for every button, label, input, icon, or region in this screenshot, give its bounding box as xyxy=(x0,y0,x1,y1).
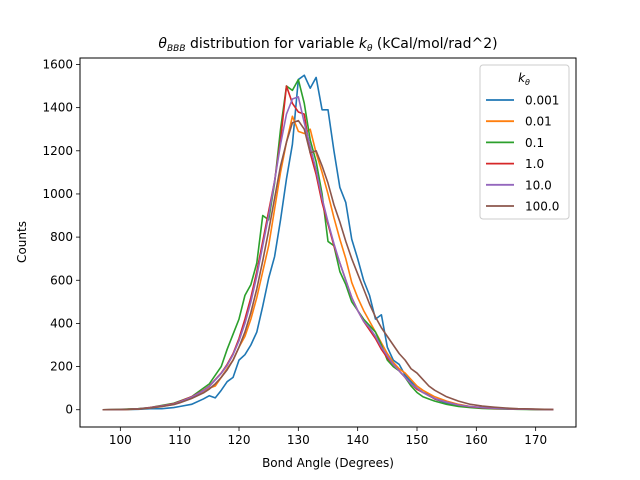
y-axis-label: Counts xyxy=(15,221,29,263)
x-tick-label: 110 xyxy=(168,433,191,447)
y-tick-label: 400 xyxy=(50,316,73,330)
legend-label: 0.001 xyxy=(525,94,559,108)
series-line-2 xyxy=(102,78,554,411)
series-line-4 xyxy=(102,96,554,411)
y-tick-label: 200 xyxy=(50,360,73,374)
y-axis: 0 200 400 600 800 1000 1200 1400 1600 xyxy=(42,57,80,417)
chart-title: θBBB distribution for variable kθ (kCal/… xyxy=(158,36,497,54)
y-tick-label: 800 xyxy=(50,230,73,244)
x-tick-label: 130 xyxy=(287,433,310,447)
x-tick-label: 120 xyxy=(228,433,251,447)
legend-label: 1.0 xyxy=(525,157,544,171)
y-tick-label: 1400 xyxy=(42,101,73,115)
x-tick-label: 160 xyxy=(465,433,488,447)
y-tick-label: 0 xyxy=(65,403,73,417)
x-tick-label: 100 xyxy=(109,433,132,447)
x-tick-label: 170 xyxy=(524,433,547,447)
legend[interactable]: kθ 0.001 0.01 0.1 1.0 10.0 100.0 xyxy=(479,64,570,220)
legend-label: 0.01 xyxy=(525,115,552,129)
plot-frame xyxy=(79,57,577,428)
plot-lines xyxy=(102,74,554,411)
x-axis: 100 110 120 130 140 150 160 170 xyxy=(109,427,547,447)
y-tick-label: 1200 xyxy=(42,144,73,158)
legend-label: 0.1 xyxy=(525,136,544,150)
legend-title: kθ xyxy=(518,71,530,87)
y-tick-label: 1600 xyxy=(42,57,73,71)
x-tick-label: 140 xyxy=(346,433,369,447)
x-axis-label: Bond Angle (Degrees) xyxy=(262,456,394,470)
series-line-5 xyxy=(102,119,554,411)
legend-label: 10.0 xyxy=(525,178,552,192)
legend-items: 0.001 0.01 0.1 1.0 10.0 100.0 xyxy=(486,94,559,214)
x-tick-label: 150 xyxy=(406,433,429,447)
y-tick-label: 1000 xyxy=(42,187,73,201)
legend-label: 100.0 xyxy=(525,200,559,214)
y-tick-label: 600 xyxy=(50,273,73,287)
legend-box xyxy=(479,64,570,220)
